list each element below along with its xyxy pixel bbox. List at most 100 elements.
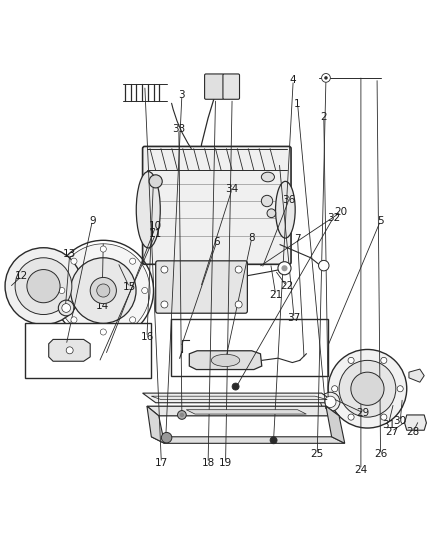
Text: 8: 8 [248,233,255,243]
Text: 15: 15 [123,282,136,293]
Circle shape [71,258,77,264]
Circle shape [232,383,239,390]
Text: 13: 13 [63,249,76,259]
Ellipse shape [276,181,295,238]
Circle shape [270,437,277,444]
Circle shape [261,195,273,207]
Circle shape [324,76,328,79]
Text: 31: 31 [382,419,395,430]
Circle shape [71,258,136,323]
Polygon shape [49,340,90,361]
Circle shape [161,301,168,308]
Text: 16: 16 [140,332,154,342]
Circle shape [177,410,186,419]
Circle shape [282,265,288,271]
Polygon shape [189,351,262,369]
Circle shape [149,175,162,188]
Polygon shape [147,406,164,443]
Circle shape [97,284,110,297]
Circle shape [161,432,172,443]
Text: 34: 34 [226,184,239,194]
FancyBboxPatch shape [155,261,247,313]
Text: 10: 10 [149,221,162,231]
Text: 14: 14 [95,301,109,311]
Polygon shape [147,406,339,416]
Circle shape [235,301,242,308]
Polygon shape [143,393,335,403]
Circle shape [90,277,117,304]
Circle shape [5,248,82,325]
Text: 5: 5 [377,216,384,225]
Circle shape [130,258,136,264]
Text: 37: 37 [287,313,301,323]
Text: 27: 27 [385,426,398,437]
Circle shape [325,396,336,408]
Circle shape [27,270,60,303]
Circle shape [59,287,65,294]
Text: 28: 28 [406,426,420,437]
Ellipse shape [212,354,240,367]
Ellipse shape [136,172,160,248]
Text: 19: 19 [219,458,232,468]
Circle shape [397,386,403,392]
Text: 7: 7 [294,235,301,245]
Circle shape [235,266,242,273]
Text: 33: 33 [172,124,185,134]
Text: 24: 24 [354,465,367,474]
Circle shape [348,414,354,420]
Text: 3: 3 [179,91,185,100]
Text: 29: 29 [357,408,370,418]
Circle shape [267,209,276,217]
Circle shape [130,317,136,323]
Circle shape [278,262,291,275]
Circle shape [100,246,106,252]
Ellipse shape [261,172,275,182]
FancyBboxPatch shape [205,74,224,99]
Text: 18: 18 [201,458,215,468]
Circle shape [381,357,387,364]
Circle shape [321,392,340,411]
Circle shape [180,413,184,417]
Circle shape [62,304,71,312]
Text: 21: 21 [269,290,283,300]
Text: 20: 20 [335,207,348,217]
Circle shape [100,329,106,335]
Circle shape [381,414,387,420]
Polygon shape [326,406,345,443]
Text: 30: 30 [394,416,407,426]
Text: 11: 11 [149,229,162,239]
Polygon shape [186,410,306,414]
Text: 36: 36 [282,195,296,205]
Circle shape [321,74,330,82]
Circle shape [348,357,354,364]
Circle shape [161,266,168,273]
Text: 2: 2 [321,112,327,122]
Circle shape [318,261,329,271]
Circle shape [339,360,396,417]
Text: 26: 26 [374,449,387,459]
Circle shape [57,244,150,337]
Circle shape [66,347,73,354]
Text: 4: 4 [290,75,297,85]
Text: 6: 6 [213,237,220,247]
FancyBboxPatch shape [143,147,291,264]
Bar [25,323,151,378]
Bar [171,319,328,376]
Polygon shape [405,415,426,430]
Circle shape [15,258,72,314]
Text: 22: 22 [280,281,293,291]
Circle shape [71,317,77,323]
Circle shape [328,350,407,428]
Circle shape [351,372,384,405]
Circle shape [142,287,148,294]
Text: 9: 9 [89,216,95,225]
Text: 1: 1 [294,99,301,109]
Polygon shape [151,437,345,443]
Text: 12: 12 [15,271,28,281]
Text: 17: 17 [155,458,168,468]
FancyBboxPatch shape [223,74,240,99]
Polygon shape [151,396,327,400]
Circle shape [58,300,74,316]
Circle shape [332,386,338,392]
Polygon shape [409,369,424,382]
